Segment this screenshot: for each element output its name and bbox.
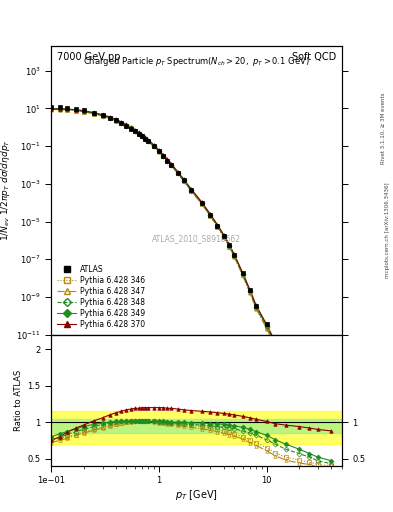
Text: Rivet 3.1.10, ≥ 3M events: Rivet 3.1.10, ≥ 3M events: [381, 92, 386, 164]
X-axis label: $p_T\ [\mathrm{GeV}]$: $p_T\ [\mathrm{GeV}]$: [175, 488, 218, 502]
ATLAS: [129, 125, 133, 132]
ATLAS: [329, 496, 334, 502]
ATLAS: [273, 338, 277, 345]
ATLAS: [227, 242, 231, 248]
ATLAS: [283, 362, 288, 368]
Text: 7000 GeV pp: 7000 GeV pp: [57, 52, 120, 62]
ATLAS: [146, 138, 151, 144]
ATLAS: [307, 426, 312, 432]
Text: mcplots.cern.ch [arXiv:1306.3436]: mcplots.cern.ch [arXiv:1306.3436]: [385, 183, 389, 278]
ATLAS: [181, 178, 186, 184]
ATLAS: [81, 108, 86, 114]
ATLAS: [169, 162, 173, 168]
ATLAS: [49, 104, 53, 110]
ATLAS: [221, 232, 226, 239]
Text: Charged Particle $p_T$ Spectrum$(N_{ch}>20,\ p_T>0.1\ \mathrm{GeV})$: Charged Particle $p_T$ Spectrum$(N_{ch}>…: [83, 55, 310, 68]
ATLAS: [143, 136, 148, 142]
ATLAS: [140, 133, 145, 139]
ATLAS: [254, 303, 259, 309]
ATLAS: [114, 117, 118, 123]
ATLAS: [107, 115, 112, 121]
ATLAS: [208, 212, 213, 218]
ATLAS: [136, 131, 141, 137]
ATLAS: [92, 110, 96, 116]
ATLAS: [232, 252, 237, 258]
Line: ATLAS: ATLAS: [49, 105, 334, 501]
ATLAS: [132, 128, 137, 134]
ATLAS: [57, 104, 62, 110]
ATLAS: [248, 287, 252, 293]
ATLAS: [156, 148, 161, 155]
ATLAS: [175, 170, 180, 176]
ATLAS: [152, 143, 156, 150]
Text: Soft QCD: Soft QCD: [292, 52, 336, 62]
ATLAS: [165, 158, 170, 164]
ATLAS: [100, 112, 105, 118]
ATLAS: [215, 223, 220, 229]
ATLAS: [189, 187, 194, 194]
ATLAS: [161, 153, 166, 159]
ATLAS: [316, 451, 320, 457]
Text: ATLAS_2010_S8918562: ATLAS_2010_S8918562: [152, 233, 241, 243]
ATLAS: [64, 105, 69, 111]
ATLAS: [199, 200, 204, 206]
ATLAS: [297, 390, 301, 396]
ATLAS: [241, 270, 245, 276]
ATLAS: [124, 123, 129, 129]
Y-axis label: Ratio to ATLAS: Ratio to ATLAS: [15, 370, 23, 431]
Y-axis label: $1/N_{ev}\ 1/2\pi p_T\ d\sigma/d\eta dp_T$: $1/N_{ev}\ 1/2\pi p_T\ d\sigma/d\eta dp_…: [0, 139, 12, 242]
ATLAS: [119, 120, 124, 126]
ATLAS: [73, 106, 78, 112]
Legend: ATLAS, Pythia 6.428 346, Pythia 6.428 347, Pythia 6.428 348, Pythia 6.428 349, P: ATLAS, Pythia 6.428 346, Pythia 6.428 34…: [55, 263, 147, 331]
ATLAS: [264, 322, 269, 328]
